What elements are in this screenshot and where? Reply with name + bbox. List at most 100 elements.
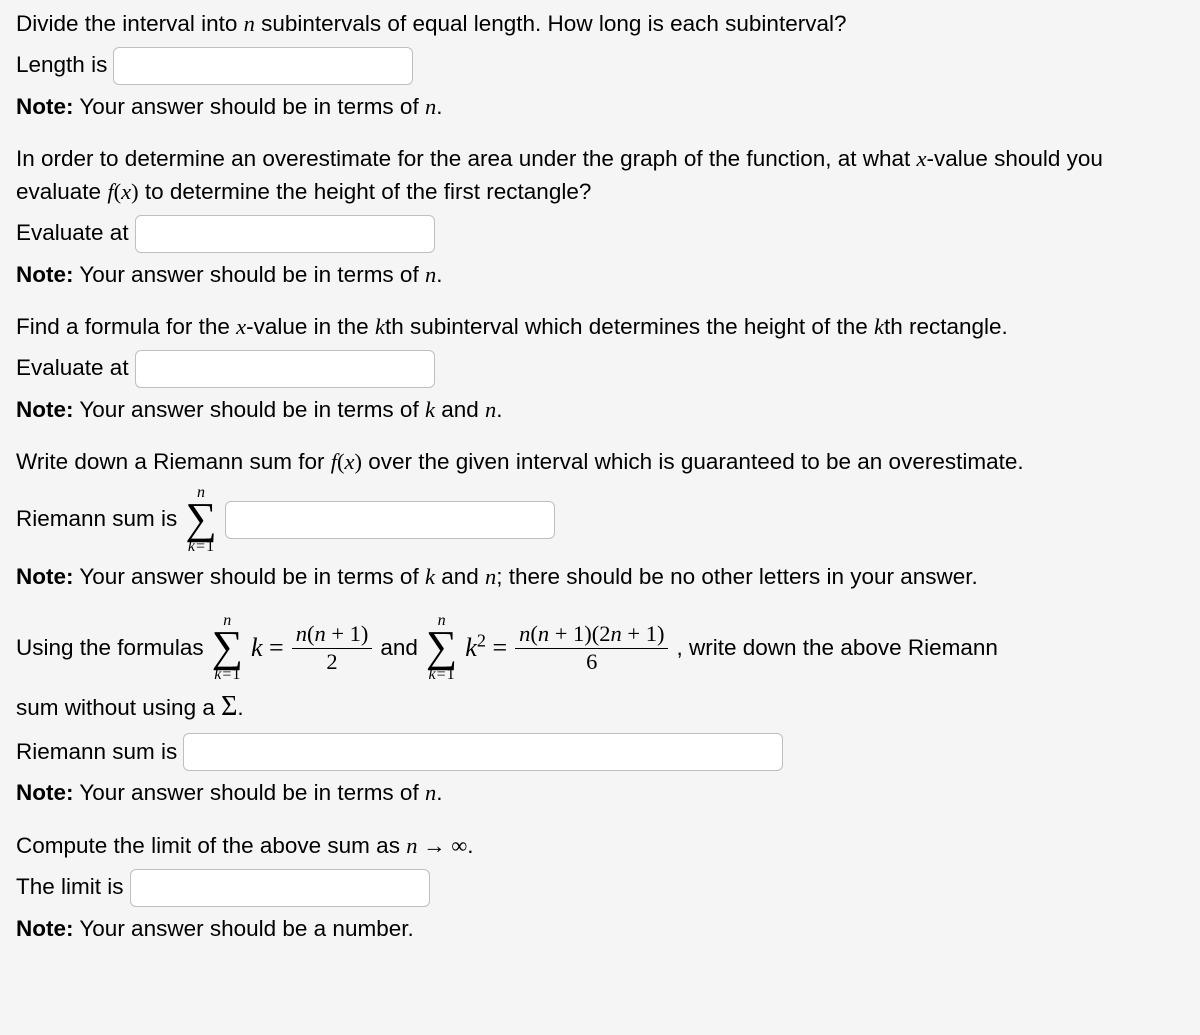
q5-line2-prefix: sum without using a bbox=[16, 695, 221, 720]
q3-answer-label: Evaluate at bbox=[16, 352, 129, 385]
q1-note-var: n bbox=[425, 94, 436, 119]
q3-text-3: th subinterval which determines the heig… bbox=[385, 314, 874, 339]
q1-prompt: Divide the interval into n subintervals … bbox=[16, 8, 1184, 41]
q3-text-4: th rectangle. bbox=[884, 314, 1008, 339]
q5-input[interactable] bbox=[183, 733, 783, 771]
q5-note-body: Your answer should be in terms of bbox=[74, 780, 425, 805]
q6-note-prefix: Note: bbox=[16, 916, 74, 941]
q3-answer-row: Evaluate at bbox=[16, 350, 1184, 388]
question-1: Divide the interval into n subintervals … bbox=[16, 8, 1184, 123]
q3-note-and: and bbox=[435, 397, 485, 422]
q2-answer-label: Evaluate at bbox=[16, 217, 129, 250]
q4-input[interactable] bbox=[225, 501, 555, 539]
q5-note: Note: Your answer should be in terms of … bbox=[16, 777, 1184, 810]
sigma-notation: n ∑ k=1 bbox=[183, 485, 218, 555]
q6-input[interactable] bbox=[130, 869, 430, 907]
sum2-summand: k2 = bbox=[465, 629, 507, 667]
q6-note: Note: Your answer should be a number. bbox=[16, 913, 1184, 946]
q6-answer-row: The limit is bbox=[16, 869, 1184, 907]
q1-answer-label: Length is bbox=[16, 49, 107, 82]
sigma-sum1: n ∑ k=1 bbox=[210, 613, 245, 683]
problem-container: Divide the interval into n subintervals … bbox=[0, 0, 1200, 961]
question-3: Find a formula for the x-value in the kt… bbox=[16, 311, 1184, 426]
q1-note: Note: Your answer should be in terms of … bbox=[16, 91, 1184, 124]
q1-note-prefix: Note: bbox=[16, 94, 74, 119]
q4-note-var1: k bbox=[425, 564, 435, 589]
q6-text-1: Compute the limit of the above sum as bbox=[16, 833, 406, 858]
q2-note: Note: Your answer should be in terms of … bbox=[16, 259, 1184, 292]
q1-text-1: Divide the interval into bbox=[16, 11, 244, 36]
q5-note-prefix: Note: bbox=[16, 780, 74, 805]
q6-var-n: n bbox=[406, 833, 417, 858]
q4-text-1: Write down a Riemann sum for bbox=[16, 449, 331, 474]
sigma-lower: k=1 bbox=[188, 539, 214, 555]
q4-answer-row: Riemann sum is n ∑ k=1 bbox=[16, 485, 1184, 555]
q5-and: and bbox=[380, 632, 418, 665]
q6-arrow: → bbox=[417, 833, 451, 858]
question-6: Compute the limit of the above sum as n … bbox=[16, 830, 1184, 945]
q3-note-prefix: Note: bbox=[16, 397, 74, 422]
q2-answer-row: Evaluate at bbox=[16, 215, 1184, 253]
question-2: In order to determine an overestimate fo… bbox=[16, 143, 1184, 291]
sigma-icon: ∑ bbox=[212, 627, 243, 667]
q4-note-prefix: Note: bbox=[16, 564, 74, 589]
q5-line2: sum without using a Σ. bbox=[16, 687, 1184, 728]
sigma-sum2: n ∑ k=1 bbox=[424, 613, 459, 683]
q4-note-and: and bbox=[435, 564, 485, 589]
q5-answer-row: Riemann sum is bbox=[16, 733, 1184, 771]
math-fx: f(x) bbox=[107, 179, 138, 204]
q1-text-2: subintervals of equal length. How long i… bbox=[255, 11, 847, 36]
q3-note-body: Your answer should be in terms of bbox=[74, 397, 425, 422]
q3-note-var2: n bbox=[485, 397, 496, 422]
q4-text-2: over the given interval which is guarant… bbox=[362, 449, 1024, 474]
q4-note-body1: Your answer should be in terms of bbox=[74, 564, 425, 589]
q2-note-prefix: Note: bbox=[16, 262, 74, 287]
fraction-2: n(n + 1)(2n + 1) 6 bbox=[513, 622, 670, 675]
q3-prompt: Find a formula for the x-value in the kt… bbox=[16, 311, 1184, 344]
q6-answer-label: The limit is bbox=[16, 871, 124, 904]
big-sigma-icon: Σ bbox=[221, 691, 237, 722]
q5-formula-row: Using the formulas n ∑ k=1 k = n(n + 1) … bbox=[16, 613, 1184, 683]
sigma-icon: ∑ bbox=[426, 627, 457, 667]
sigma-icon: ∑ bbox=[185, 499, 216, 539]
q1-note-period: . bbox=[436, 94, 442, 119]
q5-suffix: , write down the above Riemann bbox=[676, 632, 997, 665]
math-n: n bbox=[244, 11, 255, 36]
q3-text-1: Find a formula for the bbox=[16, 314, 236, 339]
question-4: Write down a Riemann sum for f(x) over t… bbox=[16, 446, 1184, 593]
q3-note-period: . bbox=[496, 397, 502, 422]
q5-answer-label: Riemann sum is bbox=[16, 736, 177, 769]
q3-note: Note: Your answer should be in terms of … bbox=[16, 394, 1184, 427]
math-x: x bbox=[917, 146, 927, 171]
sum1-summand: k = bbox=[251, 629, 284, 667]
q4-note-var2: n bbox=[485, 564, 496, 589]
q2-note-period: . bbox=[436, 262, 442, 287]
q2-note-var: n bbox=[425, 262, 436, 287]
q3-text-2: -value in the bbox=[246, 314, 375, 339]
q2-text-1: In order to determine an overestimate fo… bbox=[16, 146, 917, 171]
math-k-2: k bbox=[874, 314, 884, 339]
q6-note-body: Your answer should be a number. bbox=[74, 916, 414, 941]
q1-note-body: Your answer should be in terms of bbox=[74, 94, 425, 119]
q4-prompt: Write down a Riemann sum for f(x) over t… bbox=[16, 446, 1184, 479]
q2-prompt: In order to determine an overestimate fo… bbox=[16, 143, 1184, 208]
q4-answer-label: Riemann sum is bbox=[16, 503, 177, 536]
infinity-icon: ∞ bbox=[451, 833, 467, 858]
q5-note-period: . bbox=[436, 780, 442, 805]
q2-input[interactable] bbox=[135, 215, 435, 253]
q5-prefix: Using the formulas bbox=[16, 632, 204, 665]
q3-input[interactable] bbox=[135, 350, 435, 388]
math-k: k bbox=[375, 314, 385, 339]
math-fx-2: f(x) bbox=[331, 449, 362, 474]
q5-line2-period: . bbox=[237, 695, 243, 720]
fraction-1: n(n + 1) 2 bbox=[290, 622, 375, 675]
q1-answer-row: Length is bbox=[16, 47, 1184, 85]
q2-note-body: Your answer should be in terms of bbox=[74, 262, 425, 287]
q4-note-body2: ; there should be no other letters in yo… bbox=[496, 564, 978, 589]
q6-prompt: Compute the limit of the above sum as n … bbox=[16, 830, 1184, 863]
question-5: Using the formulas n ∑ k=1 k = n(n + 1) … bbox=[16, 613, 1184, 810]
q1-input[interactable] bbox=[113, 47, 413, 85]
math-x-2: x bbox=[236, 314, 246, 339]
q4-note: Note: Your answer should be in terms of … bbox=[16, 561, 1184, 594]
q6-text-2: . bbox=[467, 833, 473, 858]
